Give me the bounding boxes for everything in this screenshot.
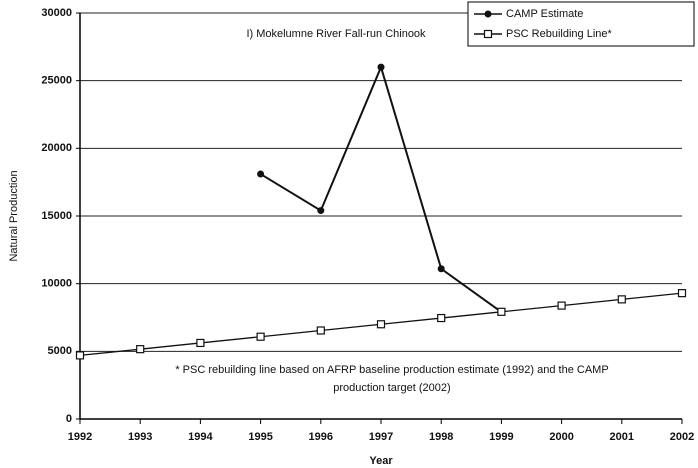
data-point — [257, 170, 265, 178]
x-tick-label: 1995 — [248, 431, 272, 443]
legend-marker — [484, 10, 492, 18]
data-point — [617, 295, 626, 304]
series-line — [260, 64, 502, 313]
legend-box — [467, 1, 695, 47]
y-tick-label: 20000 — [41, 142, 72, 154]
data-point — [437, 265, 445, 273]
y-axis-label: Natural Production — [8, 170, 20, 261]
x-tick-label: 1992 — [68, 431, 92, 443]
x-tick-label: 1998 — [429, 431, 453, 443]
x-tick-label: 2001 — [610, 431, 634, 443]
x-tick-label: 1994 — [188, 431, 213, 443]
data-point — [136, 345, 145, 354]
y-tick-label: 5000 — [48, 345, 72, 357]
note: production target (2002) — [333, 382, 450, 394]
data-point — [256, 332, 265, 341]
legend-label: PSC Rebuilding Line* — [506, 28, 613, 40]
x-tick-label: 1999 — [489, 431, 513, 443]
data-point — [316, 326, 325, 335]
chart-title: I) Mokelumne River Fall-run Chinook — [246, 28, 426, 40]
data-point — [75, 351, 85, 360]
x-tick-label: 1996 — [309, 431, 333, 443]
data-point — [317, 207, 325, 215]
y-tick-label: 10000 — [41, 278, 72, 290]
y-tick-label: 0 — [66, 413, 72, 425]
x-axis-label: Year — [369, 455, 393, 467]
x-tick-label: 2002 — [670, 431, 694, 443]
data-point — [196, 338, 205, 348]
x-tick-label: 1997 — [369, 431, 393, 443]
y-tick-label: 15000 — [41, 210, 72, 222]
x-tick-label: 1993 — [128, 431, 152, 443]
x-tick-label: 2000 — [549, 431, 573, 443]
data-point — [437, 313, 446, 323]
y-tick-label: 25000 — [41, 75, 72, 87]
legend-marker — [483, 29, 493, 39]
data-point — [677, 289, 687, 298]
data-point — [377, 63, 385, 71]
data-point — [557, 301, 566, 310]
legend-label: CAMP Estimate — [506, 8, 583, 20]
y-tick-label: 30000 — [41, 7, 72, 19]
note: * PSC rebuilding line based on AFRP base… — [175, 364, 608, 376]
data-point — [376, 320, 386, 329]
data-point — [497, 307, 506, 316]
